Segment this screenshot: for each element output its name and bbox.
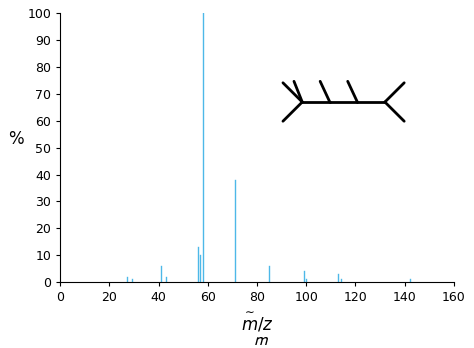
Text: $\mathcal{m}$: $\mathcal{m}$: [253, 331, 269, 348]
Text: $\overset{\sim}{m}$/$z$: $\overset{\sim}{m}$/$z$: [241, 311, 273, 334]
Y-axis label: %: %: [9, 130, 24, 148]
